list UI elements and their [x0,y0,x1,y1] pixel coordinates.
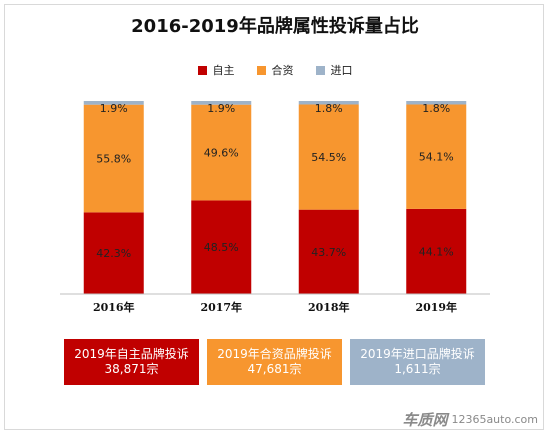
watermark: 车质网 12365auto.com [402,409,538,430]
chart-frame [4,4,544,430]
bar-segment-2-2 [298,101,359,105]
legend-swatch-zizhu [197,65,207,75]
bar-segment-2-1 [191,101,252,105]
summary-box-jinkou-title: 2019年进口品牌投诉 [360,347,475,361]
watermark-logo: 车质网 [402,411,448,429]
summary-box-jinkou: 2019年进口品牌投诉 1,611宗 [350,339,485,385]
x-tick-label-1: 2017年 [200,300,242,314]
legend-label-hezi: 合资 [271,64,294,77]
stacked-bar-chart: 42.3% 55.8% 1.9% 2016年 48.5% 49.6% 1.9% 2017年 43… [60,101,490,314]
summary-box-hezi: 2019年合资品牌投诉 47,681宗 [207,339,342,385]
x-tick-label-2: 2018年 [308,300,350,314]
legend: 自主 合资 进口 [0,62,550,78]
data-label-0-2: 43.7% [311,246,346,259]
data-label-1-2: 54.5% [311,151,346,164]
bar-segment-2-3 [406,101,467,105]
bar-segment-0-1 [191,200,252,294]
legend-label-zizhu: 自主 [212,64,235,77]
data-label-0-3: 44.1% [419,245,454,258]
summary-box-zizhu-count: 38,871宗 [104,362,159,376]
watermark-url: 12365auto.com [451,413,538,426]
bar-segment-1-2 [298,104,359,210]
bar-segment-2-0 [83,101,144,105]
data-label-1-3: 54.1% [419,151,454,164]
bar-segment-1-3 [406,104,467,209]
legend-item-jinkou: 进口 [315,62,353,78]
bar-segment-0-3 [406,208,467,294]
summary-box-hezi-count: 47,681宗 [247,362,302,376]
summary-box-jinkou-count: 1,611宗 [394,362,441,376]
legend-item-hezi: 合资 [256,62,294,78]
summary-box-hezi-title: 2019年合资品牌投诉 [217,347,332,361]
bar-segment-1-1 [191,104,252,201]
legend-swatch-jinkou [315,65,325,75]
x-tick-label-0: 2016年 [93,300,135,314]
chart-title: 2016-2019年品牌属性投诉量占比 [131,16,419,37]
data-label-1-0: 55.8% [96,153,131,166]
bar-segment-1-0 [83,104,144,213]
legend-label-jinkou: 进口 [330,64,353,77]
data-label-2-0: 1.9% [100,102,128,115]
x-tick-label-3: 2019年 [415,300,457,314]
legend-swatch-hezi [256,65,266,75]
data-label-2-1: 1.9% [207,102,235,115]
legend-item-zizhu: 自主 [197,62,235,78]
data-label-1-1: 49.6% [204,147,239,160]
bar-segment-0-2 [298,209,359,294]
bar-segment-0-0 [83,212,144,294]
summary-box-zizhu-title: 2019年自主品牌投诉 [74,347,189,361]
data-label-2-3: 1.8% [422,102,450,115]
data-label-0-1: 48.5% [204,241,239,254]
data-label-2-2: 1.8% [315,102,343,115]
data-label-0-0: 42.3% [96,247,131,260]
summary-box-zizhu: 2019年自主品牌投诉 38,871宗 [64,339,199,385]
